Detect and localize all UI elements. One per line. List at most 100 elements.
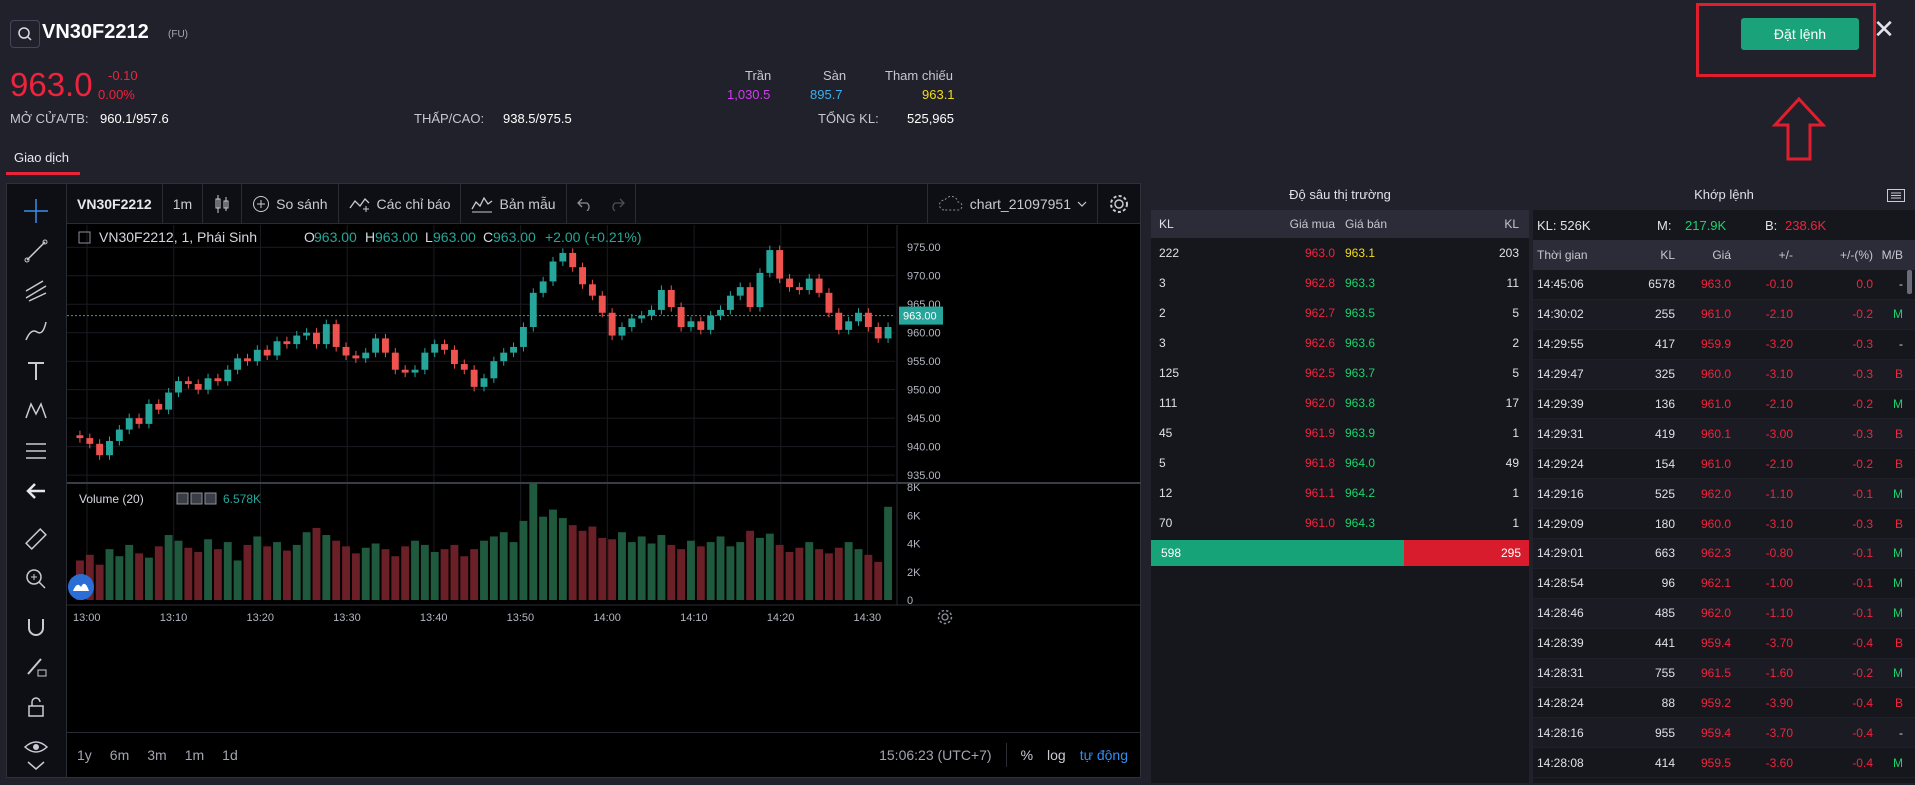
candle — [441, 344, 449, 350]
current-price-badge — [899, 306, 943, 325]
list-menu-icon[interactable] — [1887, 189, 1905, 202]
candle — [135, 418, 143, 424]
candle — [648, 309, 655, 316]
matched-row[interactable]: 14:29:55 417 959.9 -3.20 -0.3 - — [1533, 330, 1915, 360]
matched-time: 14:28:24 — [1537, 695, 1584, 710]
ruler-tool[interactable] — [21, 524, 51, 554]
depth-row[interactable]: 70 961.0 964.3 1 — [1151, 508, 1529, 538]
matched-row[interactable]: 14:29:24 154 961.0 -2.10 -0.2 B — [1533, 449, 1915, 480]
lock-drawing-tool[interactable] — [21, 652, 51, 682]
range-button[interactable]: 1m — [184, 747, 205, 763]
candle — [303, 332, 311, 336]
log-toggle[interactable]: log — [1047, 747, 1066, 763]
search-button[interactable] — [10, 20, 40, 48]
matched-row[interactable]: 14:29:47 325 960.0 -3.10 -0.3 B — [1533, 359, 1915, 390]
auto-scale-toggle[interactable]: tự động — [1079, 747, 1128, 763]
matched-row[interactable]: 14:30:02 255 961.0 -2.10 -0.2 M — [1533, 299, 1915, 330]
zoom-tool[interactable] — [21, 564, 51, 594]
fib-tool[interactable] — [21, 276, 51, 306]
volume-bar — [420, 544, 429, 600]
range-button[interactable]: 3m — [147, 747, 167, 763]
back-tool[interactable] — [21, 476, 51, 506]
matched-scrollbar[interactable] — [1907, 270, 1912, 294]
indicators-button[interactable]: Các chỉ báo — [339, 183, 462, 224]
chart-symbol-button[interactable]: VN30F2212 — [67, 183, 163, 224]
matched-row[interactable]: 14:29:16 525 962.0 -1.10 -0.1 M — [1533, 479, 1915, 510]
prediction-tool[interactable] — [21, 436, 51, 466]
range-button[interactable]: 1y — [77, 747, 92, 763]
volume-bar — [342, 546, 350, 600]
matched-title-bar: Khớp lệnh — [1533, 180, 1915, 210]
matched-row[interactable]: 14:45:06 6578 963.0 -0.10 0.0 - — [1533, 270, 1915, 300]
volume-bar — [795, 547, 804, 600]
depth-ask-price: 963.6 — [1345, 336, 1376, 350]
place-order-button[interactable]: Đặt lệnh — [1741, 18, 1859, 50]
matched-stats: KL: 526K M: 217.9K B: 238.6K — [1533, 210, 1915, 240]
brush-tool[interactable] — [21, 316, 51, 346]
candle — [815, 278, 823, 293]
matched-row[interactable]: 14:28:54 96 962.1 -1.00 -0.1 M — [1533, 569, 1915, 599]
close-icon[interactable]: ✕ — [1873, 14, 1895, 44]
matched-header-change: +/- — [1778, 248, 1793, 262]
tab-trading[interactable]: Giao dịch — [14, 150, 69, 165]
depth-bid-price: 961.8 — [1304, 456, 1335, 470]
volume-bar — [194, 551, 203, 600]
trend-line-tool[interactable] — [21, 236, 51, 266]
depth-row[interactable]: 12 961.1 964.2 1 — [1151, 478, 1529, 508]
depth-row[interactable]: 5 961.8 964.0 49 — [1151, 448, 1529, 478]
chart-area[interactable]: 975.00 970.00 965.00 960.00 955.00 950.00 945.… — [67, 225, 1141, 777]
candlestick-chart[interactable]: 975.00970.00965.00960.00955.00950.00945.… — [67, 225, 1141, 734]
visibility-tool[interactable] — [21, 732, 51, 762]
reference-label: Tham chiếu — [885, 68, 953, 83]
lock-tool[interactable] — [21, 692, 51, 722]
depth-row[interactable]: 2 962.7 963.5 5 — [1151, 298, 1529, 328]
templates-button[interactable]: Bản mẫu — [461, 183, 567, 224]
matched-row[interactable]: 14:29:39 136 961.0 -2.10 -0.2 M — [1533, 390, 1915, 420]
matched-row[interactable]: 14:29:09 180 960.0 -3.10 -0.3 B — [1533, 509, 1915, 540]
chart-type-button[interactable] — [203, 183, 243, 224]
text-tool[interactable] — [21, 356, 51, 386]
layout-menu-button[interactable]: chart_21097951 — [926, 183, 1098, 224]
depth-row[interactable]: 222 963.0 963.1 203 — [1151, 238, 1529, 268]
range-button[interactable]: 1d — [222, 747, 238, 763]
matched-change: -1.60 — [1765, 666, 1793, 681]
matched-row[interactable]: 14:28:46 485 962.0 -1.10 -0.1 M — [1533, 598, 1915, 629]
percent-toggle[interactable]: % — [1020, 747, 1034, 763]
matched-row[interactable]: 14:29:01 663 962.3 -0.80 -0.1 M — [1533, 539, 1915, 569]
volume-bar — [174, 540, 183, 600]
depth-row[interactable]: 3 962.6 963.6 2 — [1151, 328, 1529, 358]
more-tools[interactable] — [21, 754, 51, 776]
matched-row[interactable]: 14:28:08 414 959.5 -3.60 -0.4 M — [1533, 748, 1915, 779]
compare-button[interactable]: So sánh — [242, 183, 339, 224]
matched-row[interactable]: 14:28:31 755 961.5 -1.60 -0.2 M — [1533, 658, 1915, 689]
depth-ask-price: 963.3 — [1345, 276, 1376, 290]
pattern-tool[interactable] — [21, 396, 51, 426]
chart-settings-button[interactable] — [1098, 184, 1140, 224]
depth-row[interactable]: 3 962.8 963.3 11 — [1151, 268, 1529, 298]
depth-ask-volume: 1 — [1512, 486, 1519, 500]
volume-bar — [509, 542, 518, 600]
depth-bid-price: 962.7 — [1304, 306, 1335, 320]
depth-row[interactable]: 45 961.9 963.9 1 — [1151, 418, 1529, 448]
candle — [746, 287, 754, 308]
matched-change-pct: -0.3 — [1852, 516, 1873, 531]
matched-row[interactable]: 14:29:31 419 960.1 -3.00 -0.3 B — [1533, 419, 1915, 450]
undo-icon[interactable] — [576, 197, 593, 211]
matched-row[interactable]: 14:28:24 88 959.2 -3.90 -0.4 B — [1533, 688, 1915, 719]
candle — [204, 378, 212, 390]
matched-row[interactable]: 14:28:39 441 959.4 -3.70 -0.4 B — [1533, 629, 1915, 659]
crosshair-tool[interactable] — [21, 196, 51, 226]
interval-button[interactable]: 1m — [163, 183, 204, 224]
redo-icon[interactable] — [609, 197, 625, 211]
volume-tick-label: 8K — [907, 482, 921, 494]
range-button[interactable]: 6m — [109, 747, 130, 763]
candle — [273, 341, 281, 356]
candle — [845, 321, 853, 330]
matched-volume: 755 — [1654, 666, 1675, 681]
depth-row[interactable]: 125 962.5 963.7 5 — [1151, 358, 1529, 388]
depth-row[interactable]: 111 962.0 963.8 17 — [1151, 388, 1529, 418]
candle — [667, 289, 675, 308]
axis-settings-icon[interactable] — [937, 609, 953, 625]
matched-row[interactable]: 14:28:16 955 959.4 -3.70 -0.4 - — [1533, 718, 1915, 749]
magnet-tool[interactable] — [21, 612, 51, 642]
